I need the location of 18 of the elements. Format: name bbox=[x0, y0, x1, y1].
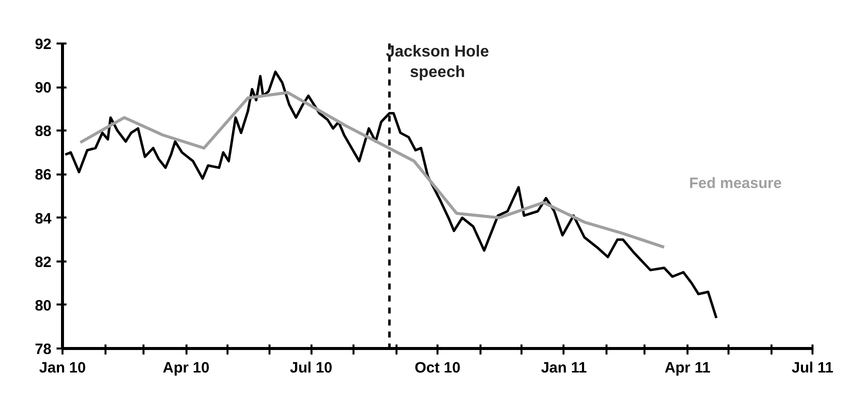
y-tick-label: 92 bbox=[34, 36, 52, 53]
y-tick-label: 86 bbox=[34, 166, 52, 184]
x-tick-label: Oct 10 bbox=[414, 360, 460, 376]
x-tick-label: Jul 10 bbox=[290, 360, 332, 376]
y-tick-label: 82 bbox=[34, 254, 52, 271]
y-tick-label: 88 bbox=[34, 123, 52, 140]
y-tick-label: 78 bbox=[34, 341, 52, 358]
x-tick-label: Jan 10 bbox=[39, 360, 86, 376]
x-tick-label: Jul 11 bbox=[792, 360, 834, 376]
x-tick-label: Apr 11 bbox=[664, 360, 710, 376]
x-tick-label: Apr 10 bbox=[162, 360, 210, 376]
line-series bbox=[78, 91, 666, 249]
y-tick-label: 90 bbox=[34, 80, 52, 97]
y-tick-label: 84 bbox=[34, 210, 52, 228]
text: Fed measure bbox=[689, 175, 782, 192]
y-tick-label: 80 bbox=[34, 297, 52, 314]
x-tick-label: Jan 11 bbox=[540, 360, 587, 376]
ref-line-label: Jackson Hole speech bbox=[386, 44, 490, 81]
